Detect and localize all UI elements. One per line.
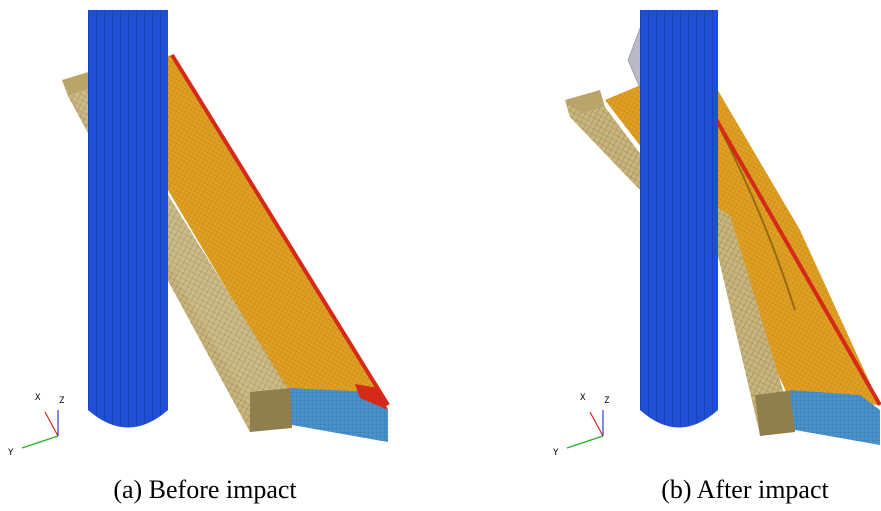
panel-before: X Z Y (a) Before impact — [8, 10, 388, 504]
triad: X Z Y — [8, 393, 65, 458]
triad-x: X — [35, 393, 41, 403]
triad-z: Z — [59, 396, 65, 406]
beam-end — [250, 388, 292, 432]
panel-after: X Z Y (b) After impact — [553, 10, 880, 504]
triad-y: Y — [553, 448, 559, 458]
triad-x: X — [580, 393, 586, 403]
caption: (a) Before impact — [113, 475, 297, 504]
cylinder — [88, 10, 168, 428]
triad: X Z Y — [553, 393, 610, 458]
triad-z: Z — [604, 396, 610, 406]
cylinder — [640, 10, 718, 428]
triad-y: Y — [8, 448, 14, 458]
beam-end — [755, 390, 795, 436]
caption: (b) After impact — [661, 475, 829, 504]
figure: X Z Y (a) Before impact X Z Y (b) After … — [0, 0, 881, 506]
